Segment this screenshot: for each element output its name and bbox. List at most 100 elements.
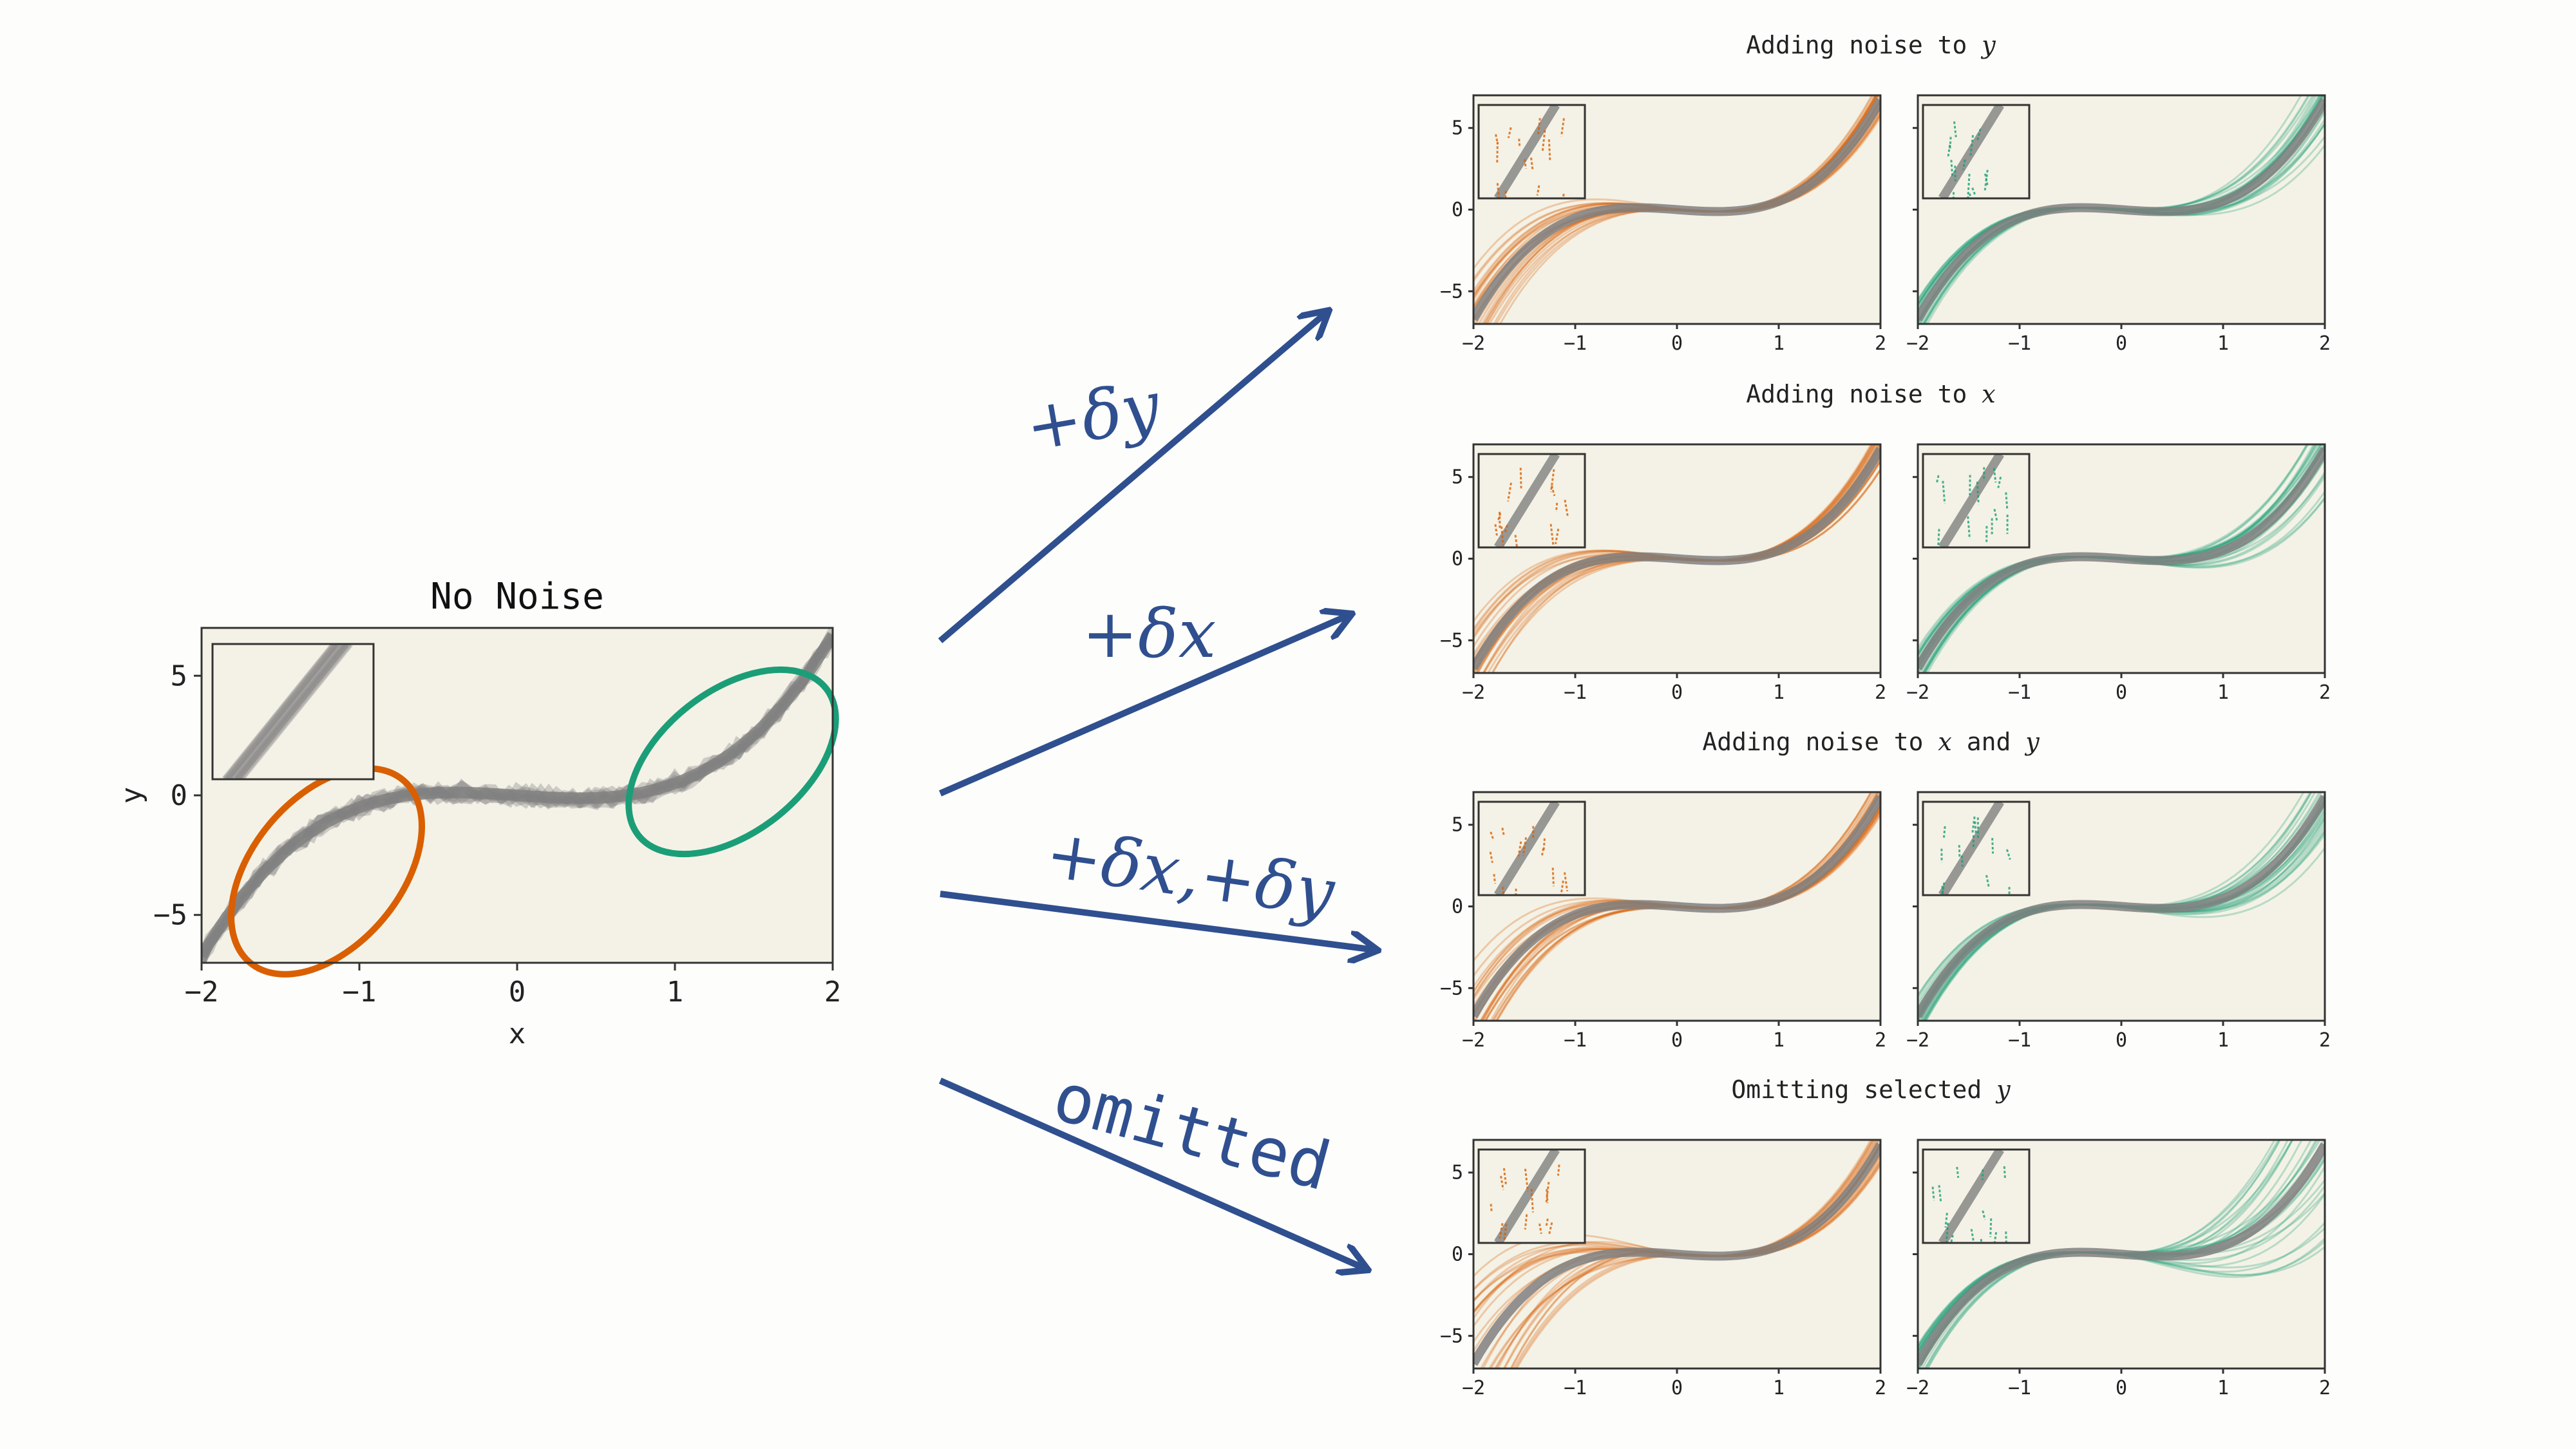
inset-noise-mark xyxy=(1560,118,1565,137)
arrow-1 xyxy=(938,312,1327,643)
x-tick-label: −2 xyxy=(185,976,219,1009)
inset-noise-mark xyxy=(1493,874,1497,884)
inset-noise-mark xyxy=(1502,886,1505,895)
inset-noise-mark xyxy=(1976,481,1980,505)
panel-x-tick-label: 2 xyxy=(1875,1377,1886,1399)
panel-x-tick-label: 0 xyxy=(1671,332,1683,355)
inset-noise-mark xyxy=(1549,524,1555,547)
inset-noise-mark xyxy=(1967,173,1971,198)
inset-noise-mark xyxy=(1980,1238,1983,1243)
inset-noise-mark xyxy=(1557,1164,1560,1176)
inset-noise-mark xyxy=(1937,529,1940,547)
inset-true-band xyxy=(1494,1150,1560,1243)
inset-true-band xyxy=(1494,802,1560,895)
main-inset-band xyxy=(234,644,350,779)
x-axis-label: x xyxy=(509,1018,526,1050)
panel-y-tick-label: 5 xyxy=(1452,814,1463,837)
panel-y-tick-label: 0 xyxy=(1452,199,1463,222)
y-tick-label: −5 xyxy=(153,899,187,932)
inset-noise-mark xyxy=(1496,142,1499,164)
panel-inset-frame xyxy=(1922,1148,2031,1244)
arrow-label-2: +δx xyxy=(1082,594,1216,673)
inset-noise-mark xyxy=(1942,826,1946,838)
inset-noise-mark xyxy=(1947,144,1951,158)
inset-noise-mark xyxy=(1931,1186,1935,1201)
true-curve xyxy=(1918,447,2325,670)
inset-noise-mark xyxy=(1495,134,1499,145)
main-inset-band xyxy=(238,644,353,779)
inset-noise-mark xyxy=(1502,1168,1508,1186)
inset-noise-mark xyxy=(1562,193,1565,198)
x-tick-label: 1 xyxy=(667,976,684,1009)
inset-noise-mark xyxy=(1993,1232,1998,1243)
panel-x-tick-label: 0 xyxy=(1671,681,1683,704)
panel-y-tick-label: 0 xyxy=(1452,1244,1463,1266)
inset-noise-mark xyxy=(1530,1189,1534,1213)
row-title-2: Adding noise to x xyxy=(1746,380,1995,408)
panel-x-tick-label: −2 xyxy=(1462,1029,1485,1052)
panel-x-tick-label: −1 xyxy=(2008,332,2031,355)
inset-noise-mark xyxy=(1969,135,1975,157)
inset-noise-mark xyxy=(1967,516,1971,539)
panel-x-tick-label: −1 xyxy=(2008,681,2031,704)
inset-noise-mark xyxy=(1522,837,1528,857)
inset-noise-mark xyxy=(1496,183,1501,198)
x-tick-label: 0 xyxy=(509,976,526,1009)
inset-noise-mark xyxy=(1984,173,1989,187)
inset-noise-mark xyxy=(1985,875,1990,887)
panel-x-tick-label: −2 xyxy=(1906,332,1929,355)
inset-noise-mark xyxy=(1501,828,1506,837)
panel-x-tick-label: 2 xyxy=(2319,681,2331,704)
inset-noise-mark xyxy=(1971,187,1976,196)
inset-true-band xyxy=(1938,105,2004,198)
inset-noise-mark xyxy=(1518,138,1521,147)
panel-inset-frame xyxy=(1922,453,2031,549)
panel-x-tick-label: 2 xyxy=(2319,1029,2331,1052)
panel-x-tick-label: 0 xyxy=(2116,332,2127,355)
inset-noise-mark xyxy=(1507,482,1512,502)
panel-x-tick-label: −2 xyxy=(1906,1377,1929,1399)
row-titles-group: Adding noise to y Adding noise to x Adding… xyxy=(1702,31,2040,1104)
inset-noise-mark xyxy=(1519,468,1522,489)
inset-noise-mark xyxy=(1539,1223,1542,1234)
panel-y-tick-label: 0 xyxy=(1452,548,1463,571)
panel-y-tick-label: 0 xyxy=(1452,896,1463,918)
panel-x-tick-label: 2 xyxy=(1875,332,1886,355)
panel-inset-frame xyxy=(1922,104,2031,200)
main-inset-band xyxy=(236,644,352,779)
inset-noise-mark xyxy=(1524,1214,1528,1230)
inset-true-band xyxy=(1938,454,2004,547)
inset-noise-mark xyxy=(1564,500,1569,518)
inset-noise-mark xyxy=(1489,851,1493,863)
inset-noise-mark xyxy=(2003,1166,2006,1179)
panel-x-tick-label: −2 xyxy=(1462,1377,1485,1399)
panel-y-tick-label: 5 xyxy=(1452,117,1463,140)
panel-y-tick-label: −5 xyxy=(1440,1325,1463,1347)
inset-noise-mark xyxy=(1550,485,1556,497)
arrow-label-4: omitted xyxy=(1046,1057,1339,1206)
panel-y-tick-label: 5 xyxy=(1452,466,1463,489)
panel-y-tick-label: −5 xyxy=(1440,629,1463,652)
panel-x-tick-label: −1 xyxy=(2008,1029,2031,1052)
inset-noise-mark xyxy=(2005,492,2009,509)
panel-x-tick-label: −1 xyxy=(1564,1377,1587,1399)
inset-noise-mark xyxy=(1982,1210,1986,1220)
panel-x-tick-label: 2 xyxy=(1875,1029,1886,1052)
x-tick-label: −1 xyxy=(343,976,377,1009)
panel-x-tick-label: 0 xyxy=(1671,1377,1683,1399)
panel-y-tick-label: −5 xyxy=(1440,977,1463,999)
panel-inset-frame xyxy=(1477,104,1586,200)
panel-inset-frame xyxy=(1922,800,2031,896)
panel-y-tick-label: 5 xyxy=(1452,1162,1463,1184)
inset-noise-mark xyxy=(1997,477,2002,488)
main-inset-bg xyxy=(213,644,374,779)
inset-noise-mark xyxy=(1536,185,1540,196)
panel-x-tick-label: −1 xyxy=(2008,1377,2031,1399)
inset-noise-mark xyxy=(1499,1223,1504,1239)
panel-x-tick-label: −2 xyxy=(1462,681,1485,704)
inset-noise-mark xyxy=(1500,1175,1504,1190)
inset-noise-mark xyxy=(1490,1204,1493,1213)
panel-x-tick-label: 2 xyxy=(2319,332,2331,355)
